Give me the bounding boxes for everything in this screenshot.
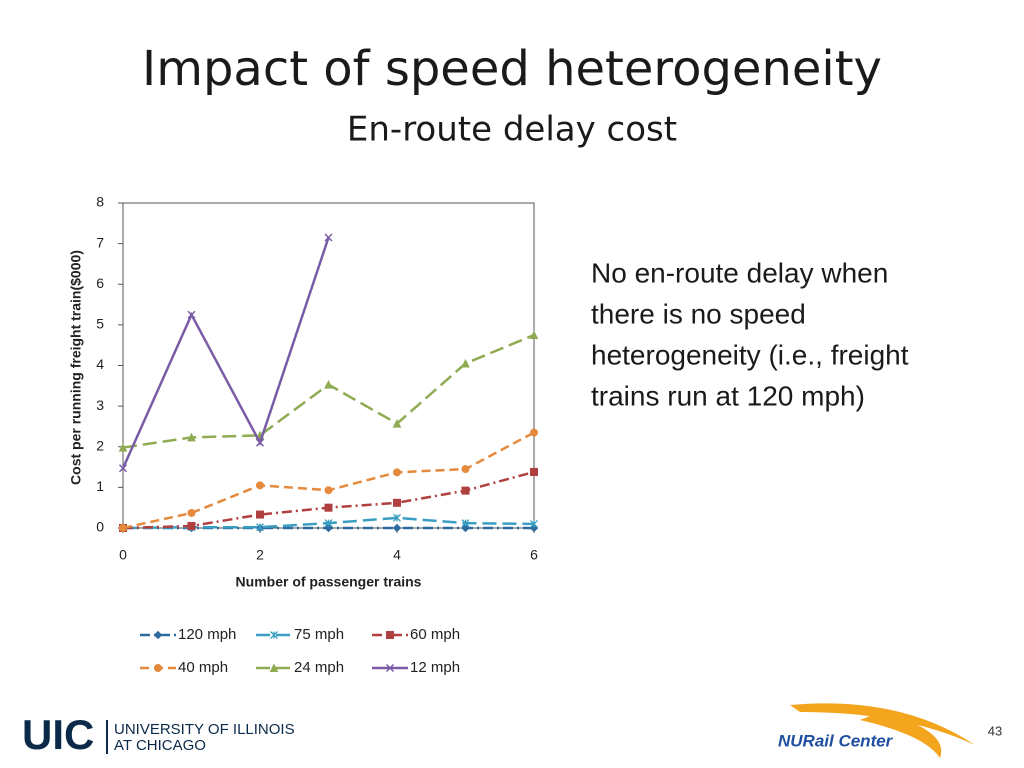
marker [530,519,538,528]
marker [119,524,127,532]
marker [187,432,196,442]
legend-item: 12 mph [372,659,460,676]
note: No en-route delay when there is no speed h… [591,257,909,411]
legend-item: 120 mph [140,626,236,643]
marker [324,486,333,495]
marker [530,428,538,437]
marker [256,523,264,532]
series-line [121,237,330,469]
marker [118,442,128,452]
marker [393,513,401,522]
marker [118,464,128,473]
marker [385,663,395,673]
marker [256,510,264,519]
x-tick-label: 0 [119,547,127,563]
y-tick-label: 2 [96,437,104,453]
marker [461,358,470,368]
series-line [122,333,535,449]
series-line [122,431,535,530]
uic-logo: UIC UNIVERSITY OF ILLINOIS AT CHICAGO [22,711,295,758]
marker [187,310,196,319]
marker [153,630,163,640]
marker [393,498,401,507]
x-axis-label: Number of passenger trains [236,574,422,590]
marker [270,631,278,639]
legend-label: 12 mph [410,659,460,676]
marker [392,523,402,533]
marker [187,521,196,530]
marker [324,503,333,512]
legend-label: 75 mph [294,626,344,643]
marker [461,523,470,533]
note-line: trains run at 120 mph) [591,380,865,411]
marker [324,519,333,528]
marker [269,663,279,672]
logo-swoosh [790,703,975,745]
note-line: there is no speed [591,298,806,329]
marker [324,233,333,242]
x-tick-label: 6 [530,547,538,563]
uic-name: UNIVERSITY OF ILLINOIS [114,721,295,738]
marker [187,508,196,517]
marker [461,519,470,528]
legend-label: 24 mph [294,659,344,676]
nurail-logo: NURail Center [778,703,975,758]
logo-swoosh [860,712,942,758]
legend-item: 24 mph [256,659,344,676]
marker [530,467,538,476]
nurail-name: NURail Center [778,731,894,750]
marker [393,468,401,477]
plot-frame [122,202,535,529]
y-tick-label: 7 [96,234,104,250]
legend-label: 60 mph [410,626,460,643]
note-line: No en-route delay when [591,257,888,288]
uic-name: AT CHICAGO [114,737,206,754]
uic-mark: UIC [22,711,94,758]
marker [255,438,265,447]
x-tick-label: 2 [256,547,264,563]
legend-label: 40 mph [178,659,228,676]
y-axis-label: Cost per running freight train($000) [68,250,84,485]
page-number: 43 [988,723,1002,738]
marker [529,330,539,340]
marker [256,481,264,490]
y-tick-label: 8 [96,194,104,210]
marker [154,664,162,672]
marker [461,465,470,474]
y-tick-label: 1 [96,478,104,494]
note-line: heterogeneity (i.e., freight [591,339,909,370]
legend-item: 75 mph [256,626,344,643]
marker [392,418,402,428]
marker [386,631,394,639]
marker [324,523,333,533]
logo-divider [106,720,108,754]
marker [324,379,333,389]
y-tick-label: 4 [96,356,104,372]
y-tick-label: 0 [96,519,104,535]
marker [461,486,470,495]
slide-subtitle: En-route delay cost [347,110,677,150]
slide-title: Impact of speed heterogeneity [142,41,882,97]
series-line [122,470,535,530]
y-tick-label: 5 [96,316,104,332]
x-tick-label: 4 [393,547,401,563]
legend-item: 60 mph [372,626,460,643]
legend-label: 120 mph [178,626,236,643]
y-tick-label: 6 [96,275,104,291]
legend-item: 40 mph [140,659,228,676]
y-tick-label: 3 [96,397,104,413]
